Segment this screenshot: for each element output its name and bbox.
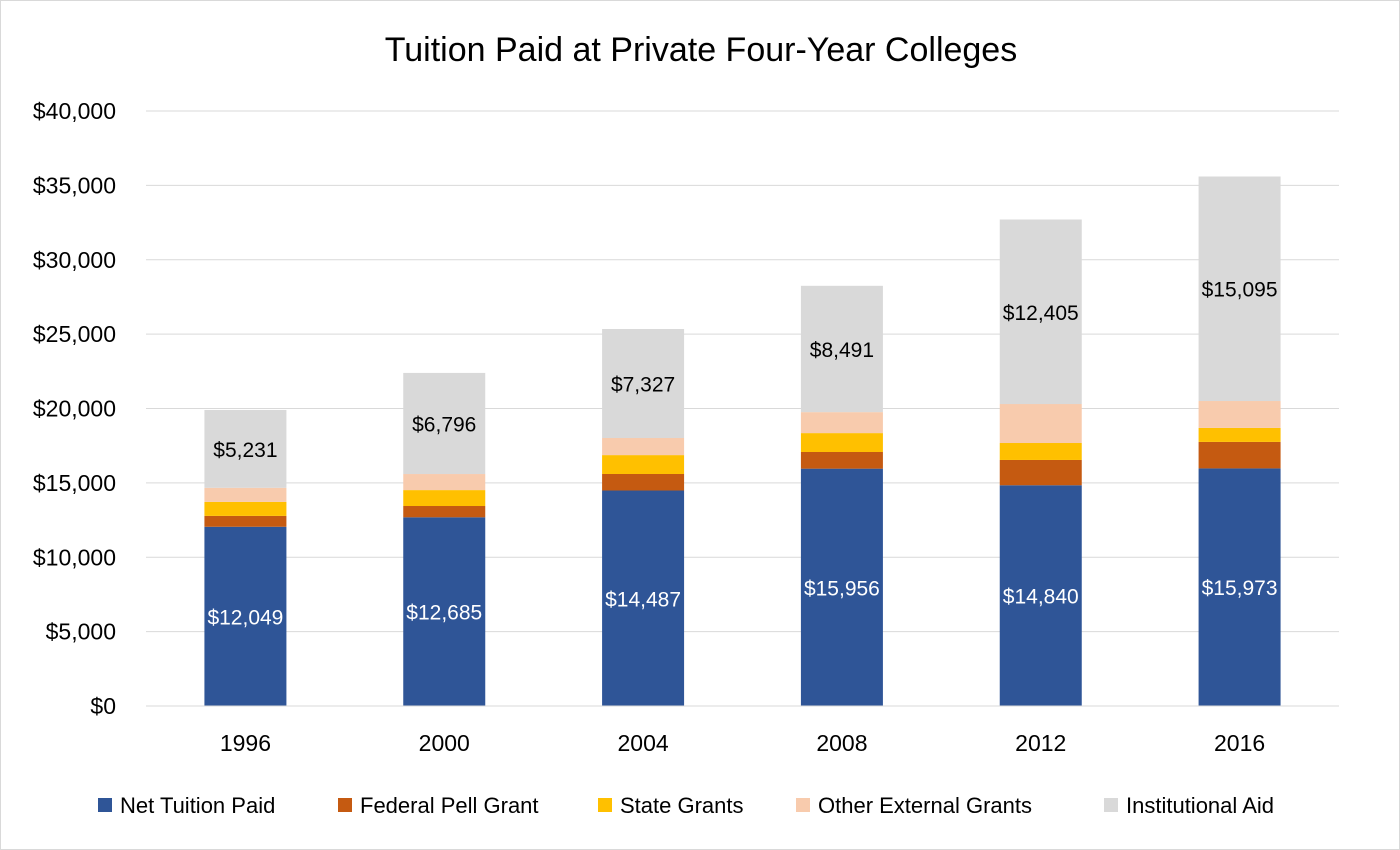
data-label: $15,973	[1202, 577, 1278, 600]
data-label: $12,405	[1003, 302, 1079, 325]
bar-segment	[999, 219, 1082, 405]
x-tick-label: 2004	[617, 730, 668, 756]
x-tick-label: 2000	[419, 730, 470, 756]
data-label: $14,487	[605, 588, 681, 611]
legend-label: State Grants	[620, 793, 744, 818]
bar-segment	[1198, 176, 1281, 402]
y-tick-label: $30,000	[33, 247, 116, 273]
bar-segment	[403, 517, 486, 706]
data-label: $15,956	[804, 577, 880, 600]
legend-swatch	[796, 798, 810, 812]
bar-segment	[800, 468, 883, 706]
bar-segment	[1198, 441, 1281, 469]
bar-segment	[602, 329, 685, 438]
bar-segment	[999, 485, 1082, 706]
bar-segment	[403, 372, 486, 475]
bar-segment	[403, 490, 486, 507]
legend: Net Tuition Paid Federal Pell Grant State …	[98, 793, 1274, 818]
y-tick-label: $10,000	[33, 544, 116, 570]
x-tick-label: 1996	[220, 730, 271, 756]
bar-segment	[999, 404, 1082, 444]
data-label: $12,049	[207, 606, 283, 629]
y-tick-label: $25,000	[33, 321, 116, 347]
bar-segment	[403, 474, 486, 491]
legend-label: Net Tuition Paid	[120, 793, 275, 818]
data-label: $7,327	[611, 374, 675, 397]
bar-segment	[800, 412, 883, 434]
data-label: $6,796	[412, 413, 476, 436]
y-axis: $0 $5,000 $10,000 $15,000 $20,000 $25,000 $30,…	[33, 98, 116, 719]
y-tick-label: $40,000	[33, 98, 116, 124]
gridlines	[146, 110, 1339, 707]
data-label: $8,491	[810, 339, 874, 362]
bar-segment	[204, 409, 287, 488]
bars: $12,049 $5,231 $12,685 $6,796 $14,487 $7,327 $…	[204, 176, 1281, 706]
legend-swatch	[598, 798, 612, 812]
legend-swatch	[98, 798, 112, 812]
bar-segment	[403, 506, 486, 518]
x-tick-label: 2008	[816, 730, 867, 756]
bar-segment	[800, 285, 883, 413]
data-label: $15,095	[1202, 279, 1278, 302]
bar-segment	[204, 526, 287, 706]
bar-segment	[204, 515, 287, 527]
bar-segment	[602, 473, 685, 491]
x-tick-label: 2016	[1214, 730, 1265, 756]
chart-title: Tuition Paid at Private Four-Year Colleg…	[385, 31, 1017, 69]
bar-segment	[602, 490, 685, 706]
y-tick-label: $15,000	[33, 470, 116, 496]
data-label: $14,840	[1003, 586, 1079, 609]
bar-segment	[1198, 401, 1281, 428]
bar-segment	[204, 501, 287, 516]
legend-label: Federal Pell Grant	[360, 793, 539, 818]
legend-swatch	[338, 798, 352, 812]
x-tick-label: 2012	[1015, 730, 1066, 756]
bar-segment	[1198, 468, 1281, 706]
bar-segment	[800, 433, 883, 452]
legend-label: Institutional Aid	[1126, 793, 1274, 818]
y-tick-label: $0	[90, 693, 116, 719]
bar-segment	[999, 443, 1082, 460]
y-tick-label: $20,000	[33, 396, 116, 422]
bar-segment	[999, 459, 1082, 486]
y-tick-label: $35,000	[33, 172, 116, 198]
x-axis: 1996 2000 2004 2008 2012 2016	[146, 705, 1339, 756]
legend-swatch	[1104, 798, 1118, 812]
bar-segment	[602, 455, 685, 474]
bar-segment	[602, 437, 685, 456]
bar-segment	[1198, 427, 1281, 442]
y-tick-label: $5,000	[46, 619, 116, 645]
data-label: $12,685	[406, 602, 482, 625]
bar-segment	[800, 451, 883, 469]
bar-segment	[204, 487, 287, 502]
legend-label: Other External Grants	[818, 793, 1032, 818]
data-label: $5,231	[213, 439, 277, 462]
